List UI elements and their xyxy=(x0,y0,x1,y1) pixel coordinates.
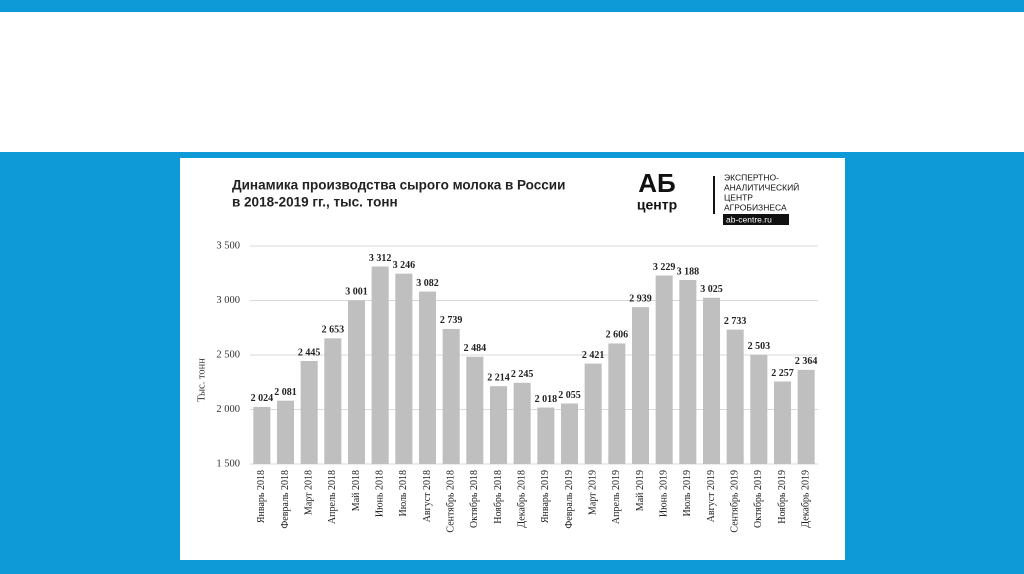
logo-text: АНАЛИТИЧЕСКИЙ xyxy=(724,181,799,192)
x-tick-label: Май 2018 xyxy=(351,470,362,511)
bar xyxy=(300,360,318,464)
bar xyxy=(371,266,389,464)
logo-mark: центр xyxy=(637,197,677,213)
value-label: 2 733 xyxy=(724,316,747,327)
bar xyxy=(442,328,460,464)
y-tick-label: 1 500 xyxy=(216,458,240,469)
x-tick-label: Декабрь 2018 xyxy=(516,470,527,528)
value-label: 2 245 xyxy=(511,369,533,380)
x-tick-label: Январь 2019 xyxy=(540,470,551,523)
bar xyxy=(679,280,697,464)
bar xyxy=(276,400,295,464)
logo-text: ЦЕНТР xyxy=(724,192,753,202)
bar xyxy=(631,307,650,464)
bar xyxy=(560,403,579,464)
bar xyxy=(537,407,555,464)
y-tick-label: 2 000 xyxy=(216,404,240,415)
x-tick-label: Апрель 2018 xyxy=(327,470,338,524)
x-tick-label: Декабрь 2019 xyxy=(800,470,811,528)
bar xyxy=(608,343,626,464)
value-label: 3 082 xyxy=(416,278,439,289)
value-label: 2 055 xyxy=(558,390,581,401)
y-tick-label: 3 500 xyxy=(216,240,240,251)
bar xyxy=(324,338,342,464)
value-label: 2 257 xyxy=(771,368,794,379)
value-label: 3 025 xyxy=(700,284,723,295)
value-label: 2 421 xyxy=(582,350,605,361)
value-label: 2 445 xyxy=(298,347,321,358)
bar xyxy=(489,386,508,464)
y-axis-label: Тыс. тонн xyxy=(196,358,207,402)
chart-title: в 2018-2019 гг., тыс. тонн xyxy=(232,195,398,210)
x-tick-label: Январь 2018 xyxy=(256,470,267,523)
logo-text: ЭКСПЕРТНО- xyxy=(724,172,779,182)
logo-url: ab-centre.ru xyxy=(726,214,772,224)
x-tick-label: Сентябрь 2019 xyxy=(729,470,740,533)
x-tick-label: Февраль 2018 xyxy=(280,470,291,529)
value-label: 2 939 xyxy=(629,293,652,304)
value-label: 2 606 xyxy=(606,330,629,341)
x-tick-label: Август 2019 xyxy=(706,470,717,522)
value-label: 2 024 xyxy=(251,393,274,404)
value-label: 3 001 xyxy=(345,287,368,298)
x-tick-label: Ноябрь 2018 xyxy=(493,470,504,524)
bar xyxy=(418,291,437,464)
x-tick-label: Май 2019 xyxy=(635,470,646,511)
bar xyxy=(773,381,792,464)
y-tick-label: 2 500 xyxy=(216,349,240,360)
chart-title: Динамика производства сырого молока в Ро… xyxy=(232,178,565,193)
logo-text: АГРОБИЗНЕСА xyxy=(724,202,787,212)
x-tick-label: Июнь 2019 xyxy=(658,470,669,517)
value-label: 2 018 xyxy=(535,394,558,405)
value-label: 2 364 xyxy=(795,356,818,367)
bar xyxy=(466,356,484,464)
value-label: 3 188 xyxy=(677,266,700,277)
bar xyxy=(347,300,366,464)
x-tick-label: Август 2018 xyxy=(422,470,433,522)
x-tick-label: Июль 2018 xyxy=(398,470,409,517)
value-label: 2 484 xyxy=(464,343,487,354)
bar xyxy=(702,297,721,464)
logo-url-bg xyxy=(723,214,789,225)
x-tick-label: Октябрь 2019 xyxy=(753,470,764,528)
value-label: 3 246 xyxy=(393,260,416,271)
y-tick-label: 3 000 xyxy=(216,295,240,306)
top-bar xyxy=(0,0,1024,12)
value-label: 2 081 xyxy=(274,387,297,398)
bar xyxy=(395,273,413,464)
x-tick-label: Февраль 2019 xyxy=(564,470,575,529)
value-label: 3 229 xyxy=(653,262,676,273)
bar xyxy=(584,363,602,464)
x-tick-label: Март 2018 xyxy=(303,470,314,515)
value-label: 2 739 xyxy=(440,315,463,326)
bar xyxy=(253,406,271,464)
chart: Динамика производства сырого молока в Ро… xyxy=(180,158,845,560)
value-label: 3 312 xyxy=(369,253,392,264)
value-label: 2 653 xyxy=(322,325,345,336)
bar xyxy=(797,369,815,464)
x-tick-label: Июль 2019 xyxy=(682,470,693,517)
logo-mark: АБ xyxy=(638,168,675,198)
x-tick-label: Апрель 2019 xyxy=(611,470,622,524)
x-tick-label: Октябрь 2018 xyxy=(469,470,480,528)
value-label: 2 503 xyxy=(748,341,771,352)
value-label: 2 214 xyxy=(487,372,510,383)
bar xyxy=(513,382,531,464)
bar xyxy=(655,275,673,464)
x-tick-label: Июнь 2018 xyxy=(374,470,385,517)
bar xyxy=(726,329,744,464)
x-tick-label: Ноябрь 2019 xyxy=(777,470,788,524)
x-tick-label: Март 2019 xyxy=(587,470,598,515)
x-tick-label: Сентябрь 2018 xyxy=(445,470,456,533)
bar xyxy=(750,354,768,464)
